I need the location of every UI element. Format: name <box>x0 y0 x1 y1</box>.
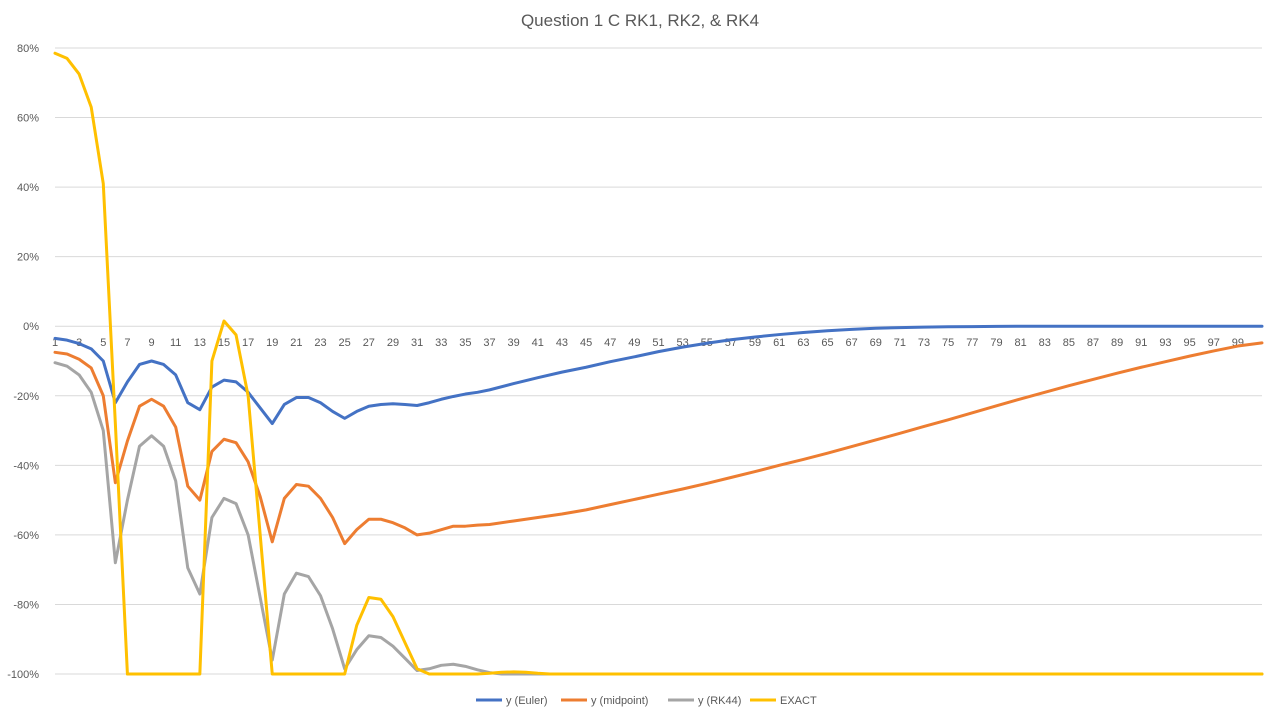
x-tick-label: 33 <box>435 337 447 349</box>
y-tick-label: 20% <box>17 252 39 264</box>
y-tick-label: 0% <box>23 321 39 333</box>
x-tick-label: 83 <box>1039 337 1051 349</box>
legend-item: y (midpoint) <box>561 695 648 707</box>
x-tick-label: 5 <box>100 337 106 349</box>
legend-item: y (RK44) <box>668 695 741 707</box>
x-tick-label: 61 <box>773 337 785 349</box>
x-tick-label: 21 <box>290 337 302 349</box>
series-line-y-rk44- <box>53 361 1264 676</box>
x-tick-label: 71 <box>894 337 906 349</box>
x-tick-label: 7 <box>124 337 130 349</box>
x-tick-label: 77 <box>966 337 978 349</box>
legend-item: y (Euler) <box>476 695 548 707</box>
x-tick-label: 19 <box>266 337 278 349</box>
x-tick-label: 1 <box>52 337 58 349</box>
x-tick-label: 25 <box>339 337 351 349</box>
x-tick-label: 39 <box>508 337 520 349</box>
y-tick-label: 80% <box>17 43 39 55</box>
x-tick-label: 69 <box>870 337 882 349</box>
y-tick-label: -100% <box>7 669 39 681</box>
x-tick-label: 27 <box>363 337 375 349</box>
x-tick-label: 67 <box>845 337 857 349</box>
series-line-y-midpoint- <box>53 341 1264 546</box>
y-tick-label: -60% <box>13 530 39 542</box>
x-tick-label: 43 <box>556 337 568 349</box>
x-tick-label: 29 <box>387 337 399 349</box>
x-tick-label: 37 <box>483 337 495 349</box>
legend-label: EXACT <box>780 695 817 707</box>
x-tick-label: 35 <box>459 337 471 349</box>
series-line-y-euler- <box>53 324 1264 426</box>
y-axis-tick-labels: 80% 60% 40% 20% 0% -20% -40% -60% -80% -100% <box>7 43 39 681</box>
x-tick-label: 85 <box>1063 337 1075 349</box>
x-tick-label: 47 <box>604 337 616 349</box>
legend-item: EXACT <box>750 695 817 707</box>
series-line-exact <box>53 51 1264 676</box>
x-axis-tick-labels: 1 3 5 7 9 11 13 15 17 19 21 23 25 27 29 31 33 35 37 39 41 43 4… <box>52 337 1244 349</box>
x-tick-label: 63 <box>797 337 809 349</box>
x-tick-label: 13 <box>194 337 206 349</box>
x-tick-label: 23 <box>314 337 326 349</box>
y-tick-label: -40% <box>13 460 39 472</box>
gridlines <box>55 47 1262 675</box>
x-tick-label: 15 <box>218 337 230 349</box>
chart-title: Question 1 C RK1, RK2, & RK4 <box>520 11 760 30</box>
y-tick-label: 60% <box>17 113 39 125</box>
x-tick-label: 51 <box>652 337 664 349</box>
x-tick-label: 11 <box>170 337 181 349</box>
x-tick-label: 97 <box>1208 337 1220 349</box>
x-tick-label: 81 <box>1014 337 1026 349</box>
x-tick-label: 9 <box>148 337 154 349</box>
x-tick-label: 49 <box>628 337 640 349</box>
legend-label: y (RK44) <box>698 695 741 707</box>
legend-label: y (midpoint) <box>591 695 648 707</box>
y-tick-label: 40% <box>17 182 39 194</box>
y-tick-label: -20% <box>13 391 39 403</box>
x-tick-label: 95 <box>1183 337 1195 349</box>
x-tick-label: 59 <box>749 337 761 349</box>
x-tick-label: 75 <box>942 337 954 349</box>
x-tick-label: 89 <box>1111 337 1123 349</box>
x-tick-label: 93 <box>1159 337 1171 349</box>
x-tick-label: 73 <box>918 337 930 349</box>
x-tick-label: 41 <box>532 337 544 349</box>
x-tick-label: 65 <box>821 337 833 349</box>
x-tick-label: 45 <box>580 337 592 349</box>
x-tick-label: 31 <box>411 337 423 349</box>
legend-label: y (Euler) <box>506 695 548 707</box>
chart-legend: y (Euler) y (midpoint) y (RK44) EXACT <box>476 695 817 707</box>
x-tick-label: 91 <box>1135 337 1147 349</box>
x-tick-label: 87 <box>1087 337 1099 349</box>
y-tick-label: -80% <box>13 599 39 611</box>
x-tick-label: 17 <box>242 337 254 349</box>
series-lines <box>53 51 1264 676</box>
x-tick-label: 79 <box>990 337 1002 349</box>
